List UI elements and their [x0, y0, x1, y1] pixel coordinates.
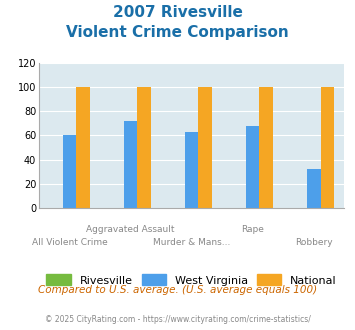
Legend: Rivesville, West Virginia, National: Rivesville, West Virginia, National [47, 275, 337, 285]
Bar [321, 87, 334, 208]
Text: Aggravated Assault: Aggravated Assault [86, 225, 175, 234]
Bar [307, 169, 321, 208]
Text: All Violent Crime: All Violent Crime [32, 239, 108, 248]
Bar [76, 87, 90, 208]
Text: 2007 Rivesville: 2007 Rivesville [113, 5, 242, 20]
Bar [246, 126, 260, 208]
Bar [185, 132, 198, 208]
Text: Robbery: Robbery [295, 239, 333, 248]
Bar [63, 135, 76, 208]
Text: Murder & Mans...: Murder & Mans... [153, 239, 230, 248]
Bar [124, 121, 137, 208]
Bar [137, 87, 151, 208]
Text: Compared to U.S. average. (U.S. average equals 100): Compared to U.S. average. (U.S. average … [38, 285, 317, 295]
Bar [198, 87, 212, 208]
Text: © 2025 CityRating.com - https://www.cityrating.com/crime-statistics/: © 2025 CityRating.com - https://www.city… [45, 315, 310, 324]
Text: Rape: Rape [241, 225, 264, 234]
Bar [260, 87, 273, 208]
Text: Violent Crime Comparison: Violent Crime Comparison [66, 25, 289, 40]
